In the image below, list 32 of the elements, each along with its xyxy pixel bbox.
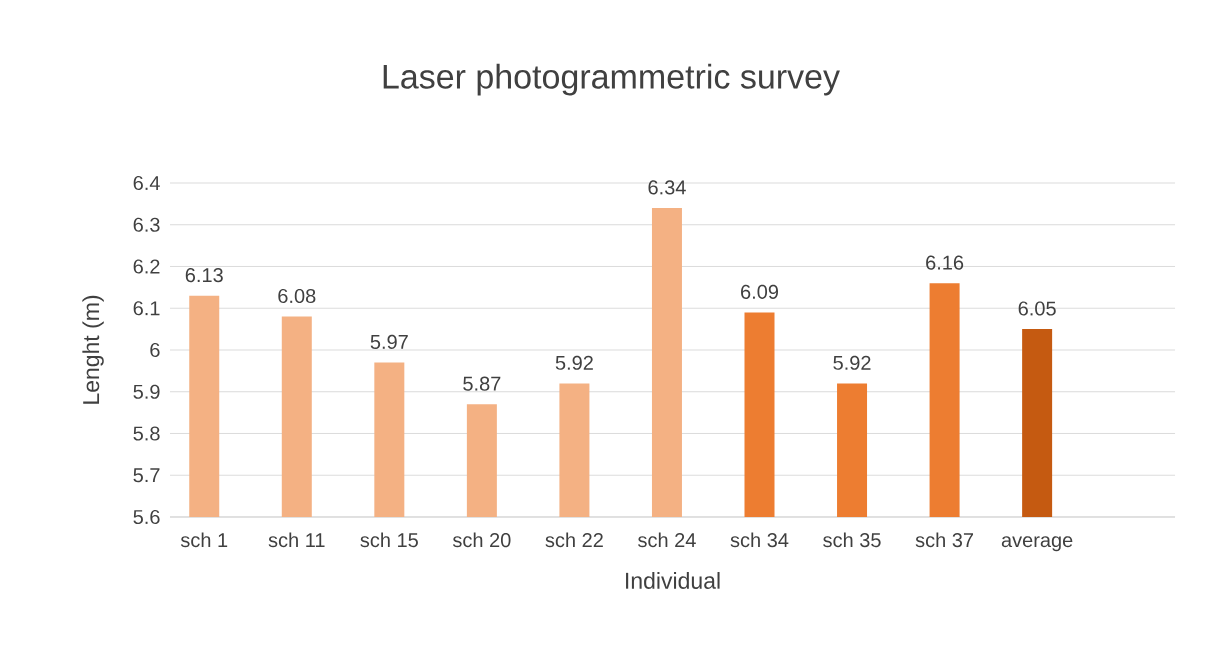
data-label: 5.92 <box>833 355 871 370</box>
data-label: 5.92 <box>555 355 593 370</box>
x-tick-label: sch 22 <box>545 532 603 548</box>
y-tick-label: 5.8 <box>133 426 160 441</box>
data-label: 5.97 <box>370 334 408 349</box>
x-tick-label: sch 35 <box>823 532 881 548</box>
data-label: 6.34 <box>648 180 686 195</box>
x-axis-title: Individual <box>626 572 720 589</box>
y-tick-label: 6.3 <box>133 217 160 232</box>
y-tick-label: 6 <box>150 342 160 358</box>
y-tick-label: 5.7 <box>133 468 160 483</box>
y-axis-title: Lenght (m) <box>82 295 104 404</box>
data-label: 6.16 <box>926 255 964 270</box>
data-label: 6.13 <box>185 268 223 283</box>
x-tick-label: sch 11 <box>268 532 325 548</box>
x-tick-label: sch 15 <box>360 532 418 548</box>
data-label: 6.09 <box>741 284 779 299</box>
x-tick-label: average <box>1001 536 1073 552</box>
y-tick-label: 5.6 <box>133 509 160 525</box>
y-tick-label: 6.4 <box>133 175 160 191</box>
data-label: 5.87 <box>463 376 501 391</box>
y-tick-label: 6.1 <box>133 301 160 316</box>
x-tick-label: sch 37 <box>915 532 974 548</box>
x-tick-label: sch 1 <box>180 532 228 548</box>
data-label: 6.05 <box>1018 301 1056 316</box>
x-tick-label: sch 20 <box>452 532 511 548</box>
chart-title: Laser photogrammetric survey <box>383 63 840 96</box>
x-tick-label: sch 34 <box>730 532 789 548</box>
y-tick-label: 6.2 <box>133 259 160 274</box>
y-tick-label: 5.9 <box>133 384 160 399</box>
x-tick-label: sch 24 <box>638 532 696 548</box>
data-label: 6.08 <box>278 288 316 304</box>
